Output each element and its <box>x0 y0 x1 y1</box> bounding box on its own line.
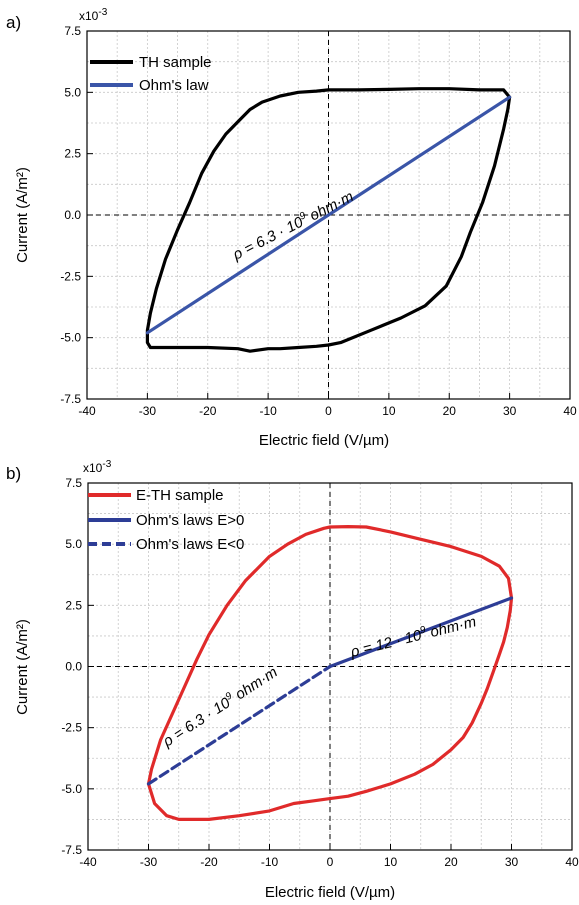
x-tick-label: 0 <box>327 855 334 869</box>
x-tick-label: -20 <box>199 404 217 418</box>
x-axis-label: Electric field (V/µm) <box>265 884 395 901</box>
y-tick-label: 7.5 <box>65 476 82 490</box>
y-tick-label: 2.5 <box>65 598 82 612</box>
legend-item: E-TH sample <box>88 487 224 504</box>
series-line-ohm-s-laws-e-0 <box>328 596 514 669</box>
x-tick-label: 30 <box>505 855 519 869</box>
series-line-e-th-sample <box>146 524 514 822</box>
legend-label-th-sample: TH sample <box>139 54 212 71</box>
y-tick-label: 0.0 <box>65 660 82 674</box>
resistivity-annotation-positive: ρ = 12 · 109 ohm·m <box>348 612 478 661</box>
legend-item: Ohm's laws E>0 <box>88 512 244 529</box>
y-tick-label: 7.5 <box>64 24 81 38</box>
x-tick-label: -30 <box>140 855 158 869</box>
x-axis-label: Electric field (V/µm) <box>259 432 389 449</box>
x-tick-label: -10 <box>261 855 279 869</box>
y-tick-label: -5.0 <box>60 331 81 345</box>
chart-panel-a: -40 -30 -20 -10 0 10 20 30 40 -7.5 -5.0 -2.5 0.0 2.5… <box>6 7 577 449</box>
x-tick-label: 30 <box>503 404 517 418</box>
legend-label-ohms-laws-positive: Ohm's laws E>0 <box>136 512 244 529</box>
panel-label: a) <box>6 13 21 32</box>
series-line-th-sample <box>145 87 512 353</box>
x-tick-label: 0 <box>325 404 332 418</box>
y-tick-label: 5.0 <box>65 537 82 551</box>
legend: TH sample Ohm's law <box>90 54 212 94</box>
y-tick-label: -7.5 <box>61 843 82 857</box>
x-tick-label: -10 <box>259 404 277 418</box>
legend-item: Ohm's law <box>90 77 209 94</box>
legend-label-ohms-laws-negative: Ohm's laws E<0 <box>136 536 244 553</box>
x-tick-label: -40 <box>78 404 96 418</box>
x-tick-label: -20 <box>200 855 218 869</box>
x-tick-label: -40 <box>79 855 97 869</box>
legend-label-e-th-sample: E-TH sample <box>136 487 224 504</box>
x-tick-labels: -40 -30 -20 -10 0 10 20 30 40 <box>79 855 579 869</box>
x-tick-labels: -40 -30 -20 -10 0 10 20 30 40 <box>78 404 577 418</box>
exponent-label: x10-3 <box>79 7 108 23</box>
x-tick-label: 40 <box>565 855 579 869</box>
y-tick-label: -2.5 <box>60 269 81 283</box>
x-tick-label: 20 <box>444 855 458 869</box>
y-tick-label: -7.5 <box>60 392 81 406</box>
tick-marks <box>86 30 571 400</box>
tick-marks <box>87 482 573 851</box>
series-layer <box>146 524 514 822</box>
legend-label-ohms-law: Ohm's law <box>139 77 209 94</box>
y-axis-label: Current (A/m²) <box>14 167 31 263</box>
y-tick-label: 5.0 <box>64 85 81 99</box>
y-tick-label: 0.0 <box>64 208 81 222</box>
x-tick-label: 20 <box>443 404 457 418</box>
x-tick-label: 40 <box>563 404 577 418</box>
y-tick-label: -2.5 <box>61 721 82 735</box>
y-axis-label: Current (A/m²) <box>14 619 31 715</box>
legend: E-TH sample Ohm's laws E>0 Ohm's laws E<… <box>88 487 244 553</box>
x-tick-label: 10 <box>384 855 398 869</box>
y-tick-labels: -7.5 -5.0 -2.5 0.0 2.5 5.0 7.5 <box>60 24 81 406</box>
legend-item: Ohm's laws E<0 <box>88 536 244 553</box>
legend-item: TH sample <box>90 54 212 71</box>
x-tick-label: -30 <box>139 404 157 418</box>
series-line-ohm-s-laws-e-0 <box>146 664 332 786</box>
resistivity-annotation: ρ = 6.3 · 109 ohm·m <box>229 187 357 264</box>
chart-panel-b: -40 -30 -20 -10 0 10 20 30 40 -7.5 -5.0 -2.5 0.0 2.5… <box>6 459 579 901</box>
y-tick-labels: -7.5 -5.0 -2.5 0.0 2.5 5.0 7.5 <box>61 476 82 857</box>
y-tick-label: -5.0 <box>61 782 82 796</box>
panel-label: b) <box>6 464 21 483</box>
series-line-ohm-s-law <box>145 95 512 335</box>
y-tick-label: 2.5 <box>64 147 81 161</box>
exponent-label: x10-3 <box>83 459 112 475</box>
x-tick-label: 10 <box>382 404 396 418</box>
series-layer <box>145 87 512 353</box>
